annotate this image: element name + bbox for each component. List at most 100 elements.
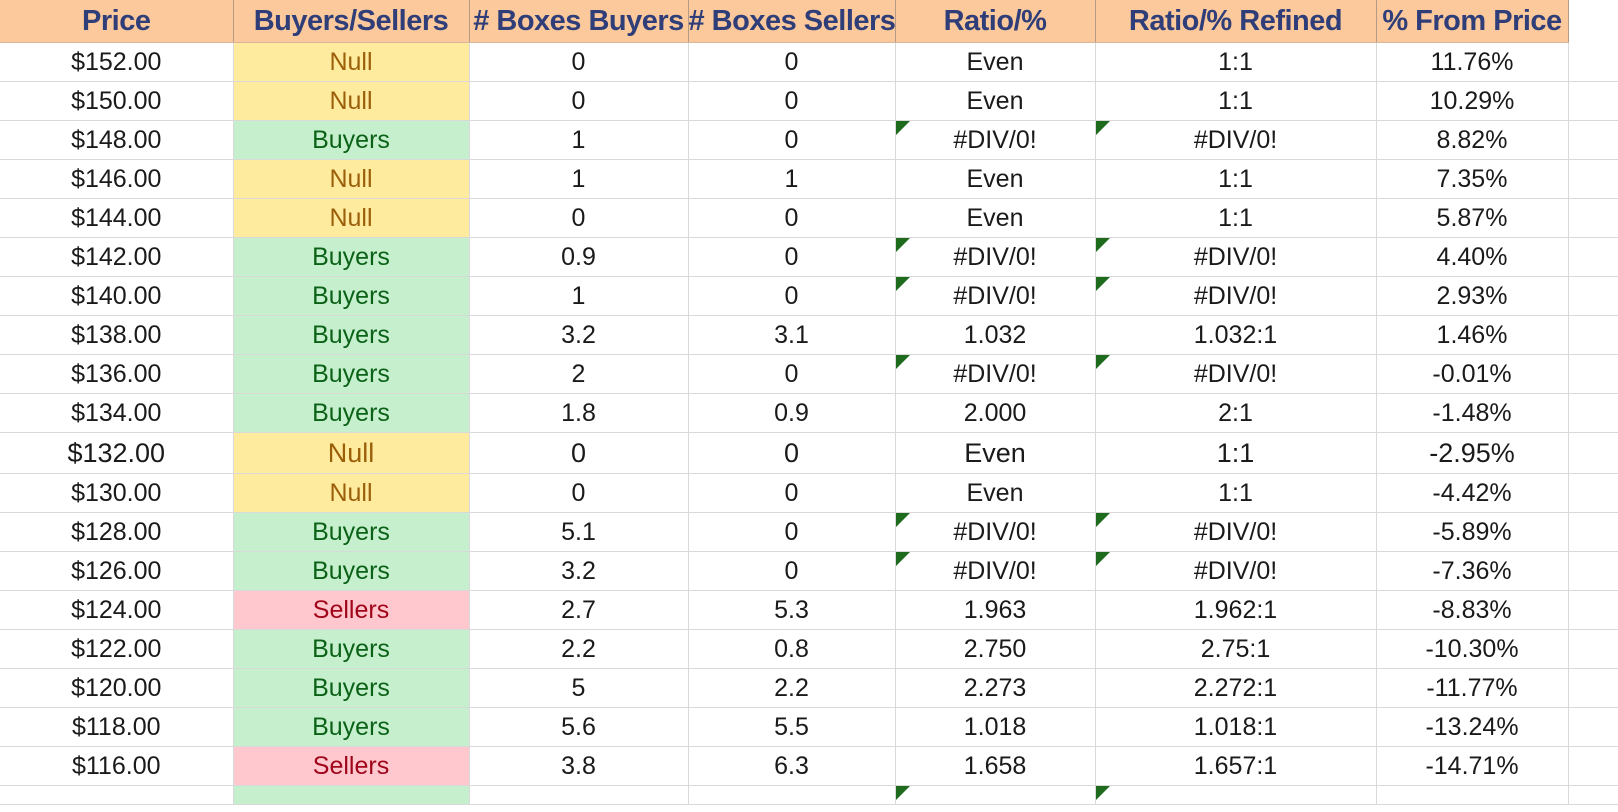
buyers-sellers-cell[interactable]: Null: [233, 42, 470, 82]
price-cell[interactable]: $120.00: [0, 668, 234, 708]
ratio-refined-cell[interactable]: 1:1: [1095, 432, 1377, 474]
price-cell[interactable]: $140.00: [0, 276, 234, 316]
ratio-refined-cell[interactable]: #DIV/0!: [1095, 512, 1377, 552]
boxes-sellers-cell[interactable]: 5.5: [688, 707, 896, 747]
ratio-cell[interactable]: #DIV/0!: [895, 237, 1096, 277]
ratio-cell[interactable]: #DIV/0!: [895, 276, 1096, 316]
from-price-cell[interactable]: -11.77%: [1376, 668, 1569, 708]
buyers-sellers-cell[interactable]: Sellers: [233, 590, 470, 630]
boxes-sellers-cell[interactable]: 0: [688, 512, 896, 552]
buyers-sellers-cell[interactable]: Buyers: [233, 707, 470, 747]
buyers-sellers-cell[interactable]: Buyers: [233, 276, 470, 316]
boxes-sellers-cell[interactable]: 0: [688, 42, 896, 82]
price-cell[interactable]: $142.00: [0, 237, 234, 277]
price-cell[interactable]: $124.00: [0, 590, 234, 630]
ratio-refined-cell[interactable]: 1.032:1: [1095, 315, 1377, 355]
buyers-sellers-cell[interactable]: Sellers: [233, 746, 470, 786]
empty-cell[interactable]: [1568, 707, 1618, 747]
column-header-boxes-sellers[interactable]: # Boxes Sellers: [688, 0, 896, 43]
ratio-cell[interactable]: #DIV/0!: [895, 120, 1096, 160]
ratio-refined-cell[interactable]: 1:1: [1095, 81, 1377, 121]
from-price-cell[interactable]: 1.46%: [1376, 315, 1569, 355]
empty-cell[interactable]: [1568, 473, 1618, 513]
empty-cell[interactable]: [1568, 0, 1618, 43]
boxes-buyers-cell[interactable]: 0.9: [469, 237, 689, 277]
price-cell[interactable]: $118.00: [0, 707, 234, 747]
boxes-buyers-cell[interactable]: 0: [469, 473, 689, 513]
buyers-sellers-cell[interactable]: Buyers: [233, 315, 470, 355]
empty-cell[interactable]: [1568, 276, 1618, 316]
empty-cell[interactable]: [1568, 120, 1618, 160]
price-cell[interactable]: $136.00: [0, 354, 234, 394]
buyers-sellers-cell[interactable]: Buyers: [233, 237, 470, 277]
boxes-buyers-cell[interactable]: 2: [469, 354, 689, 394]
price-cell[interactable]: $122.00: [0, 629, 234, 669]
boxes-sellers-cell[interactable]: 0: [688, 432, 896, 474]
empty-cell[interactable]: [1568, 354, 1618, 394]
from-price-cell[interactable]: -10.30%: [1376, 629, 1569, 669]
ratio-refined-cell[interactable]: 1:1: [1095, 159, 1377, 199]
boxes-buyers-cell[interactable]: 2.7: [469, 590, 689, 630]
boxes-buyers-cell[interactable]: 0: [469, 198, 689, 238]
from-price-cell[interactable]: 4.40%: [1376, 237, 1569, 277]
price-cell[interactable]: $146.00: [0, 159, 234, 199]
boxes-sellers-cell[interactable]: 0.9: [688, 393, 896, 433]
buyers-sellers-cell[interactable]: Buyers: [233, 551, 470, 591]
ratio-cell[interactable]: 2.000: [895, 393, 1096, 433]
price-cell[interactable]: $116.00: [0, 746, 234, 786]
from-price-cell[interactable]: -1.48%: [1376, 393, 1569, 433]
ratio-refined-cell[interactable]: 2:1: [1095, 393, 1377, 433]
price-cell[interactable]: $138.00: [0, 315, 234, 355]
ratio-refined-cell[interactable]: 2.272:1: [1095, 668, 1377, 708]
ratio-cell[interactable]: 1.018: [895, 707, 1096, 747]
boxes-sellers-cell[interactable]: 0.8: [688, 629, 896, 669]
boxes-sellers-cell[interactable]: 5.3: [688, 590, 896, 630]
buyers-sellers-cell[interactable]: Null: [233, 81, 470, 121]
ratio-refined-cell[interactable]: 1:1: [1095, 473, 1377, 513]
empty-cell[interactable]: [1568, 237, 1618, 277]
price-cell[interactable]: $148.00: [0, 120, 234, 160]
from-price-cell[interactable]: -4.42%: [1376, 473, 1569, 513]
ratio-cell[interactable]: Even: [895, 473, 1096, 513]
empty-cell[interactable]: [0, 785, 234, 805]
empty-cell[interactable]: [1568, 315, 1618, 355]
boxes-buyers-cell[interactable]: 5.1: [469, 512, 689, 552]
from-price-cell[interactable]: -5.89%: [1376, 512, 1569, 552]
boxes-buyers-cell[interactable]: 0: [469, 81, 689, 121]
column-header-price[interactable]: Price: [0, 0, 234, 43]
ratio-cell[interactable]: [895, 785, 1096, 805]
from-price-cell[interactable]: 8.82%: [1376, 120, 1569, 160]
empty-cell[interactable]: [1568, 551, 1618, 591]
boxes-buyers-cell[interactable]: 1: [469, 159, 689, 199]
column-header-ratio-refined[interactable]: Ratio/% Refined: [1095, 0, 1377, 43]
buyers-sellers-cell[interactable]: Buyers: [233, 354, 470, 394]
buyers-sellers-cell[interactable]: Null: [233, 473, 470, 513]
from-price-cell[interactable]: -14.71%: [1376, 746, 1569, 786]
price-cell[interactable]: $150.00: [0, 81, 234, 121]
ratio-cell[interactable]: #DIV/0!: [895, 512, 1096, 552]
ratio-cell[interactable]: Even: [895, 81, 1096, 121]
buyers-sellers-cell[interactable]: Buyers: [233, 668, 470, 708]
ratio-refined-cell[interactable]: #DIV/0!: [1095, 354, 1377, 394]
price-cell[interactable]: $128.00: [0, 512, 234, 552]
empty-cell[interactable]: [1568, 590, 1618, 630]
ratio-cell[interactable]: Even: [895, 432, 1096, 474]
ratio-refined-cell[interactable]: 1.962:1: [1095, 590, 1377, 630]
from-price-cell[interactable]: 11.76%: [1376, 42, 1569, 82]
ratio-refined-cell[interactable]: #DIV/0!: [1095, 276, 1377, 316]
empty-cell[interactable]: [1568, 159, 1618, 199]
empty-cell[interactable]: [1568, 42, 1618, 82]
ratio-refined-cell[interactable]: 1.657:1: [1095, 746, 1377, 786]
empty-cell[interactable]: [1568, 432, 1618, 474]
price-cell[interactable]: $130.00: [0, 473, 234, 513]
empty-cell[interactable]: [1568, 198, 1618, 238]
price-cell[interactable]: $152.00: [0, 42, 234, 82]
boxes-sellers-cell[interactable]: 0: [688, 276, 896, 316]
boxes-sellers-cell[interactable]: 1: [688, 159, 896, 199]
boxes-buyers-cell[interactable]: 0: [469, 42, 689, 82]
price-cell[interactable]: $144.00: [0, 198, 234, 238]
ratio-refined-cell[interactable]: 1:1: [1095, 42, 1377, 82]
boxes-buyers-cell[interactable]: 1.8: [469, 393, 689, 433]
empty-cell[interactable]: [1568, 512, 1618, 552]
column-header-ratio[interactable]: Ratio/%: [895, 0, 1096, 43]
